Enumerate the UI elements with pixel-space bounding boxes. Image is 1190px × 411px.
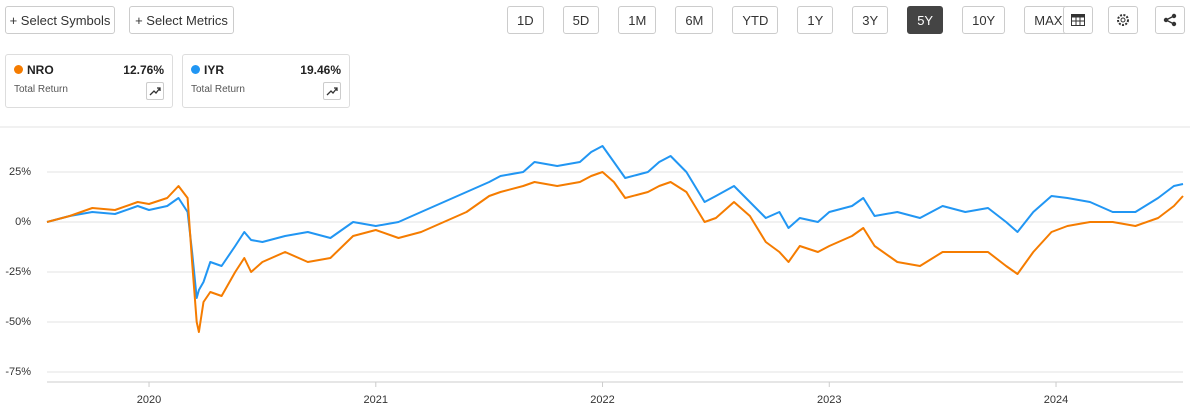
legend-card: NRO 12.76% Total Return xyxy=(5,54,173,108)
y-tick-label: 0% xyxy=(15,216,31,228)
trend-icon xyxy=(149,87,161,96)
select-symbols-button[interactable]: + Select Symbols xyxy=(5,6,115,34)
card-symbol-row: IYR xyxy=(191,63,224,77)
card-value: 12.76% xyxy=(123,63,164,77)
chart-type-button[interactable] xyxy=(323,82,341,100)
range-selector: 1D 5D 1M 6M YTD 1Y 3Y 5Y 10Y MAX xyxy=(507,6,1073,34)
y-tick-label: -75% xyxy=(5,366,31,378)
symbol-dot xyxy=(191,65,200,74)
card-value: 19.46% xyxy=(300,63,341,77)
chart-type-button[interactable] xyxy=(146,82,164,100)
card-label: Total Return xyxy=(191,84,245,95)
share-button[interactable] xyxy=(1155,6,1185,34)
x-tick-label: 2024 xyxy=(1044,394,1068,406)
x-tick-label: 2023 xyxy=(817,394,841,406)
range-button[interactable]: 1M xyxy=(618,6,657,34)
legend-card: IYR 19.46% Total Return xyxy=(182,54,350,108)
settings-icon xyxy=(1117,14,1129,26)
card-symbol-row: NRO xyxy=(14,63,54,77)
y-tick-label: 25% xyxy=(9,166,31,178)
range-button[interactable]: YTD xyxy=(732,6,779,34)
table-button[interactable] xyxy=(1063,6,1093,34)
symbol-dot xyxy=(14,65,23,74)
range-button[interactable]: 6M xyxy=(675,6,714,34)
x-tick-label: 2020 xyxy=(137,394,161,406)
share-icon xyxy=(1163,13,1177,27)
x-tick-label: 2022 xyxy=(590,394,614,406)
x-tick-label: 2021 xyxy=(364,394,388,406)
y-tick-label: -25% xyxy=(5,266,31,278)
range-button[interactable]: 10Y xyxy=(962,6,1006,34)
card-symbol: IYR xyxy=(204,63,225,77)
y-tick-label: -50% xyxy=(5,316,31,328)
range-button[interactable]: 1D xyxy=(507,6,544,34)
card-label: Total Return xyxy=(14,84,68,95)
settings-button[interactable] xyxy=(1108,6,1138,34)
range-button[interactable]: 1Y xyxy=(797,6,834,34)
range-button[interactable]: 5Y xyxy=(907,6,944,34)
select-metrics-button[interactable]: + Select Metrics xyxy=(129,6,234,34)
range-button[interactable]: 3Y xyxy=(852,6,889,34)
trend-icon xyxy=(326,87,338,96)
range-button[interactable]: 5D xyxy=(562,6,600,34)
series-line xyxy=(46,171,1184,333)
card-symbol: NRO xyxy=(27,63,54,77)
series-line xyxy=(46,145,1184,299)
table-icon xyxy=(1071,14,1085,26)
